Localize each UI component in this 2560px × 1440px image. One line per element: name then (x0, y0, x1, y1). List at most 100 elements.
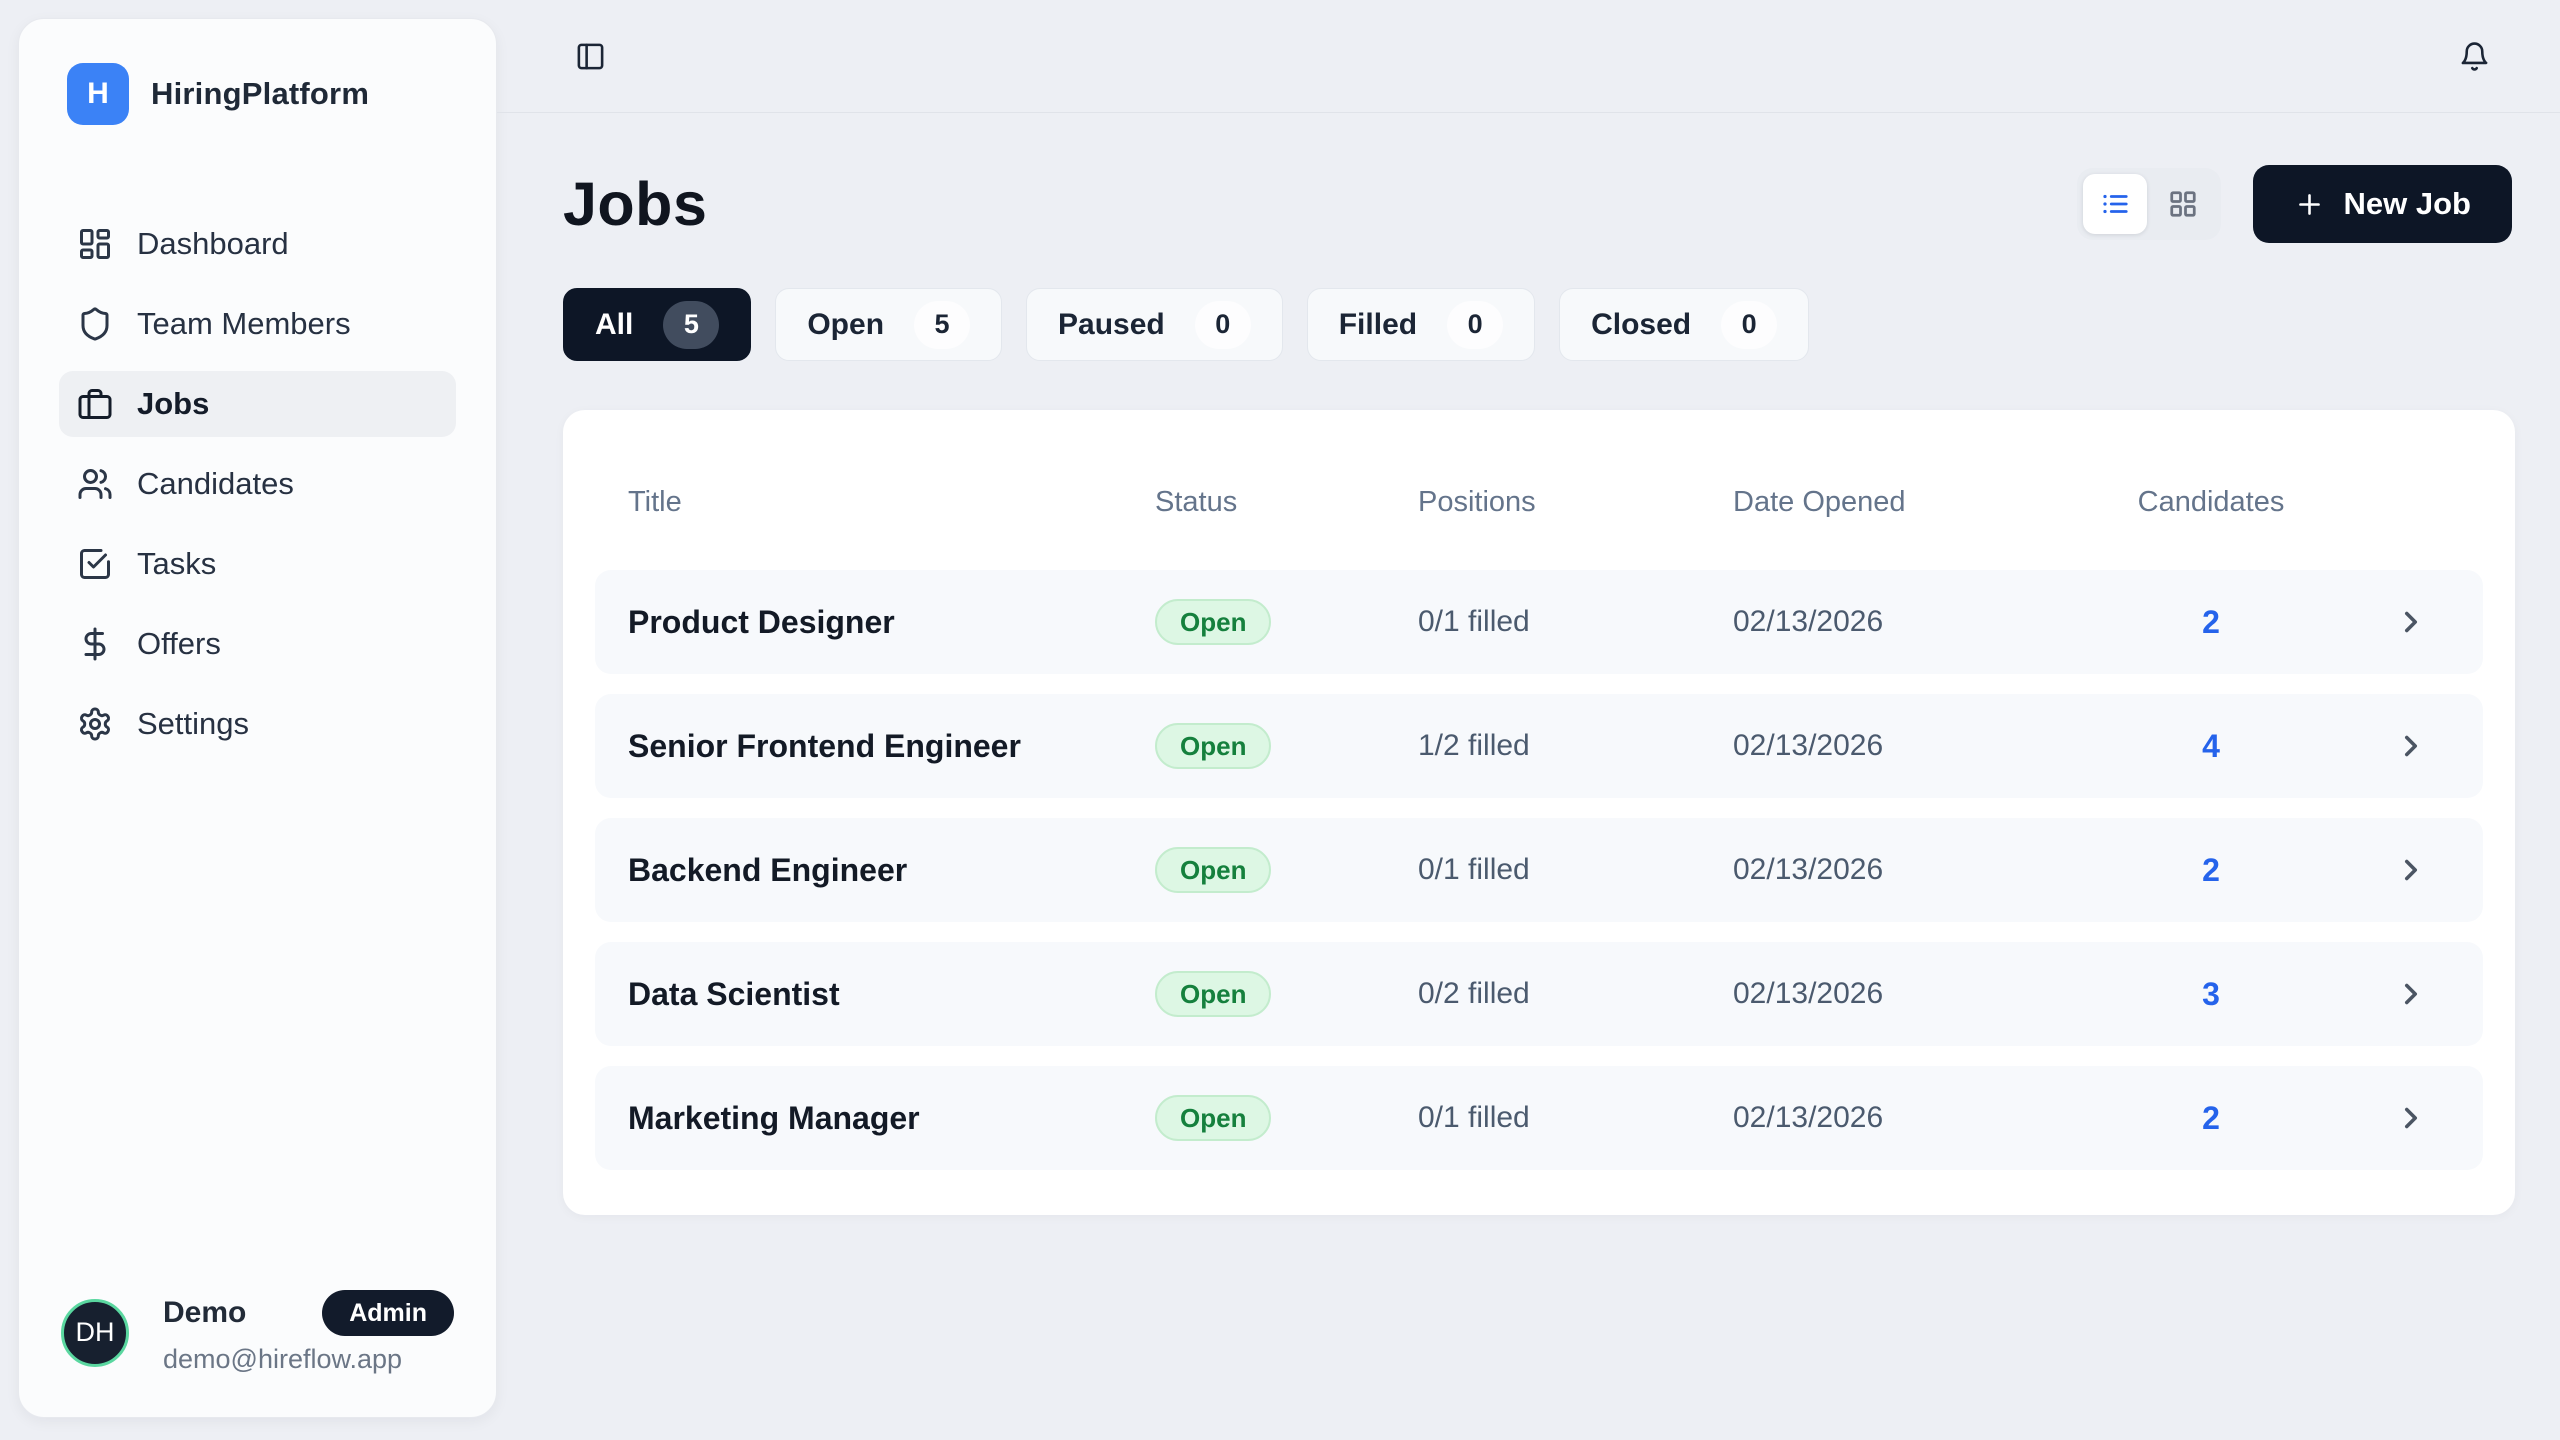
sidebar-item-label: Team Members (137, 306, 351, 341)
table-header: Title Status Positions Date Opened Candi… (595, 450, 2483, 555)
filter-tab-closed[interactable]: Closed 0 (1559, 288, 1810, 361)
sidebar-nav: Dashboard Team Members Jobs Candidates T… (59, 211, 456, 757)
sidebar-item-offers[interactable]: Offers (59, 611, 456, 677)
chevron-right-icon (2394, 605, 2428, 639)
date-opened-cell: 02/13/2026 (1733, 605, 1884, 638)
sidebar-item-label: Dashboard (137, 226, 289, 261)
column-header-date-opened: Date Opened (1733, 486, 1906, 518)
user-info: Demo Admin demo@hireflow.app (163, 1290, 454, 1375)
filter-tab-open[interactable]: Open 5 (775, 288, 1003, 361)
dollar-icon (77, 626, 113, 662)
date-opened-cell: 02/13/2026 (1733, 1101, 1884, 1134)
sidebar-item-settings[interactable]: Settings (59, 691, 456, 757)
list-icon (2100, 189, 2130, 219)
sidebar-item-candidates[interactable]: Candidates (59, 451, 456, 517)
grid-icon (2168, 189, 2198, 219)
check-square-icon (77, 546, 113, 582)
chevron-right-icon (2394, 977, 2428, 1011)
user-email: demo@hireflow.app (163, 1344, 403, 1374)
shield-icon (77, 306, 113, 342)
status-filter-tabs: All 5 Open 5 Paused 0 Filled 0 Closed 0 (563, 288, 2512, 361)
new-job-button[interactable]: New Job (2252, 165, 2512, 243)
positions-cell: 0/1 filled (1418, 1101, 1530, 1134)
table-row[interactable]: Product Designer Open 0/1 filled 02/13/2… (595, 570, 2483, 674)
main-area: Jobs (497, 0, 2560, 1440)
status-badge: Open (1155, 599, 1272, 645)
grid-view-button[interactable] (2151, 174, 2215, 234)
sidebar-item-tasks[interactable]: Tasks (59, 531, 456, 597)
sidebar-item-team-members[interactable]: Team Members (59, 291, 456, 357)
column-header-title: Title (628, 486, 682, 518)
brand-logo: H (67, 63, 129, 125)
job-title: Product Designer (628, 603, 895, 640)
sidebar-item-label: Candidates (137, 466, 294, 501)
filter-tab-all[interactable]: All 5 (563, 288, 752, 361)
table-row[interactable]: Data Scientist Open 0/2 filled 02/13/202… (595, 942, 2483, 1046)
column-header-candidates: Candidates (2137, 486, 2285, 518)
panel-left-icon (575, 41, 606, 72)
sidebar-item-label: Jobs (137, 386, 210, 421)
table-row[interactable]: Backend Engineer Open 0/1 filled 02/13/2… (595, 818, 2483, 922)
dashboard-icon (77, 226, 113, 262)
filter-count-badge: 0 (1447, 300, 1504, 349)
brand-name: HiringPlatform (151, 76, 370, 111)
status-badge: Open (1155, 1095, 1272, 1141)
status-badge: Open (1155, 971, 1272, 1017)
sidebar-item-label: Offers (137, 626, 221, 661)
sidebar: H HiringPlatform Dashboard Team Members … (18, 18, 497, 1418)
status-badge: Open (1155, 723, 1272, 769)
filter-tab-paused[interactable]: Paused 0 (1026, 288, 1283, 361)
sidebar-item-label: Tasks (137, 546, 217, 581)
job-title: Marketing Manager (628, 1099, 920, 1136)
candidates-count[interactable]: 4 (2202, 727, 2220, 764)
page-title: Jobs (563, 170, 708, 238)
user-panel[interactable]: DH Demo Admin demo@hireflow.app (59, 1290, 456, 1381)
candidates-count[interactable]: 2 (2202, 603, 2220, 640)
list-view-button[interactable] (2082, 174, 2147, 234)
chevron-right-icon (2394, 853, 2428, 887)
chevron-right-icon (2394, 1101, 2428, 1135)
status-badge: Open (1155, 847, 1272, 893)
job-title: Data Scientist (628, 975, 840, 1012)
filter-tab-filled[interactable]: Filled 0 (1306, 288, 1536, 361)
job-title: Senior Frontend Engineer (628, 727, 1021, 764)
positions-cell: 0/1 filled (1418, 853, 1530, 886)
filter-count-badge: 0 (1194, 300, 1251, 349)
plus-icon (2294, 189, 2325, 220)
table-row[interactable]: Marketing Manager Open 0/1 filled 02/13/… (595, 1066, 2483, 1170)
sidebar-item-label: Settings (137, 706, 250, 741)
filter-count-badge: 5 (663, 300, 720, 349)
notifications-button[interactable] (2459, 41, 2490, 72)
user-name: Demo (163, 1296, 247, 1329)
positions-cell: 0/1 filled (1418, 605, 1530, 638)
table-row[interactable]: Senior Frontend Engineer Open 1/2 filled… (595, 694, 2483, 798)
users-icon (77, 466, 113, 502)
brand: H HiringPlatform (59, 63, 456, 125)
filter-count-badge: 5 (914, 300, 971, 349)
sidebar-item-jobs[interactable]: Jobs (59, 371, 456, 437)
content: Jobs (497, 113, 2560, 1215)
sidebar-item-dashboard[interactable]: Dashboard (59, 211, 456, 277)
column-header-status: Status (1155, 486, 1238, 518)
briefcase-icon (77, 386, 113, 422)
gear-icon (77, 706, 113, 742)
positions-cell: 0/2 filled (1418, 977, 1530, 1010)
positions-cell: 1/2 filled (1418, 729, 1530, 762)
candidates-count[interactable]: 2 (2202, 851, 2220, 888)
avatar: DH (61, 1298, 129, 1367)
job-title: Backend Engineer (628, 851, 908, 888)
chevron-right-icon (2394, 729, 2428, 763)
bell-icon (2459, 41, 2490, 72)
filter-count-badge: 0 (1721, 300, 1778, 349)
column-header-positions: Positions (1418, 486, 1536, 518)
sidebar-toggle-button[interactable] (575, 41, 606, 72)
date-opened-cell: 02/13/2026 (1733, 853, 1884, 886)
jobs-table-card: Title Status Positions Date Opened Candi… (563, 410, 2515, 1215)
date-opened-cell: 02/13/2026 (1733, 729, 1884, 762)
candidates-count[interactable]: 3 (2202, 975, 2220, 1012)
candidates-count[interactable]: 2 (2202, 1099, 2220, 1136)
date-opened-cell: 02/13/2026 (1733, 977, 1884, 1010)
role-badge: Admin (322, 1290, 454, 1336)
topbar (497, 0, 2560, 113)
view-toggle (2076, 168, 2221, 240)
